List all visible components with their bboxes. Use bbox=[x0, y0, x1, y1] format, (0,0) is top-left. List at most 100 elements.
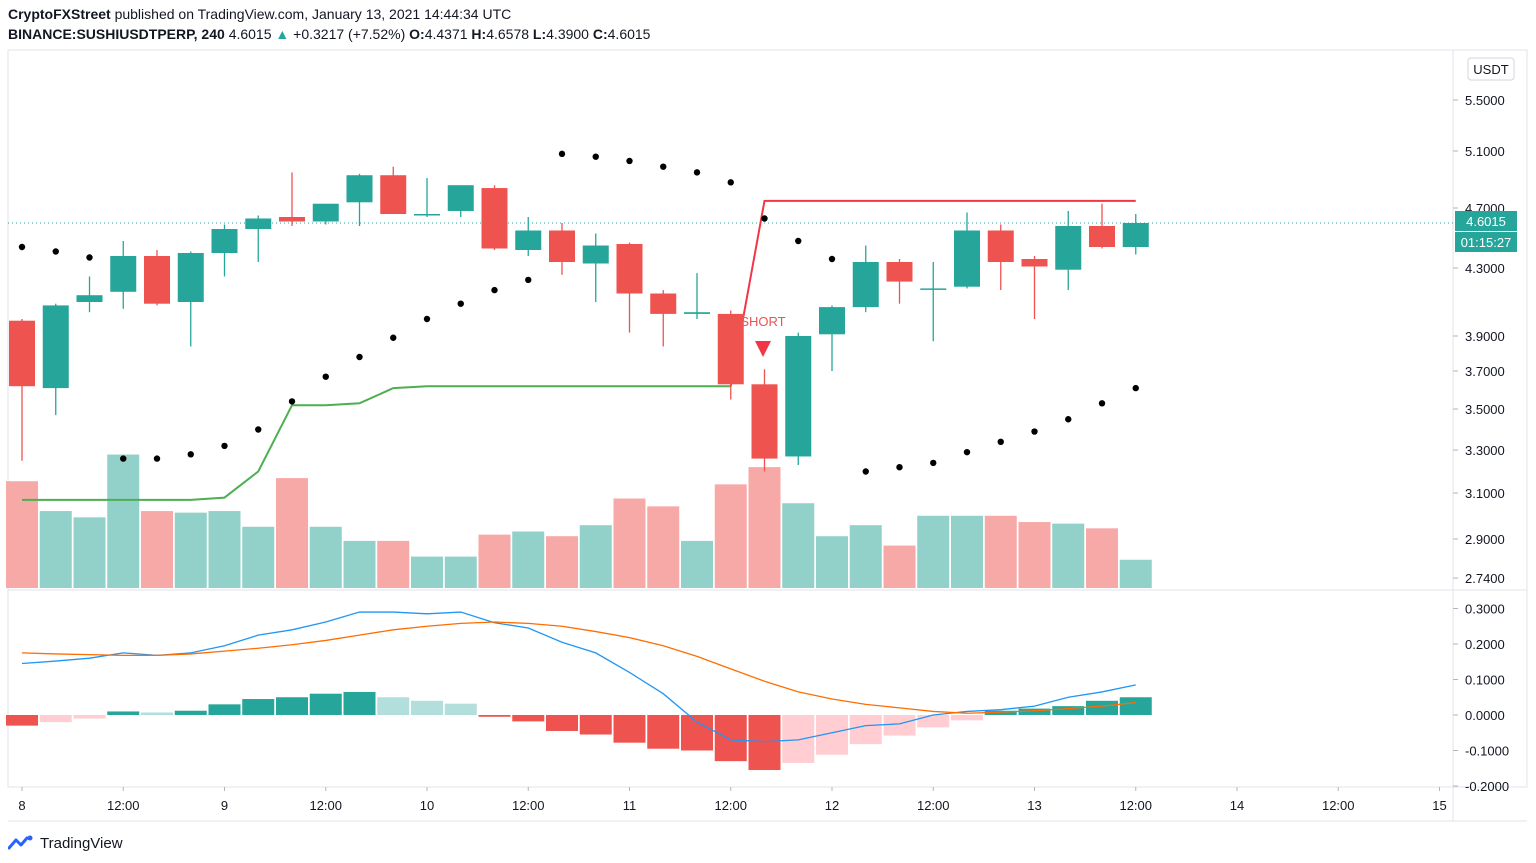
sar-dot bbox=[18, 243, 26, 251]
time-tick-label: 12:00 bbox=[1322, 798, 1355, 813]
sar-dot bbox=[862, 468, 869, 475]
sar-dot bbox=[1031, 428, 1038, 435]
sar-dot bbox=[761, 215, 768, 222]
time-tick-label: 12:00 bbox=[309, 798, 342, 813]
time-tick-label: 10 bbox=[420, 798, 434, 813]
close-value: 4.6015 bbox=[607, 26, 651, 42]
volume-bar bbox=[748, 467, 781, 588]
macd-histogram-bar bbox=[478, 715, 511, 717]
candle-body bbox=[177, 253, 204, 302]
sar-dot bbox=[390, 334, 397, 341]
macd-histogram-bar bbox=[377, 697, 410, 715]
candle-body bbox=[481, 188, 508, 249]
candle-body bbox=[684, 312, 710, 314]
sar-dot bbox=[153, 455, 161, 462]
volume-bar bbox=[849, 525, 882, 588]
macd-histogram-bar bbox=[714, 715, 747, 762]
macd-histogram-bar bbox=[1119, 697, 1152, 715]
candle-body bbox=[414, 214, 440, 216]
volume-bar bbox=[107, 454, 140, 588]
supertrend-lines bbox=[22, 199, 1136, 501]
macd-histogram-bar bbox=[276, 697, 308, 715]
time-axis[interactable]: 8 12:00 9 12:00 10 12:00 11 12:00 12 12:00 13 12:00… bbox=[18, 787, 1447, 813]
candle-body bbox=[549, 230, 575, 262]
low-label: L: bbox=[532, 26, 547, 42]
sar-dot bbox=[457, 300, 464, 307]
macd-histogram-bar bbox=[849, 715, 882, 745]
candle-body bbox=[42, 305, 69, 389]
volume-bar bbox=[546, 536, 578, 588]
macd-histogram-bar bbox=[1052, 706, 1085, 715]
volume-bar bbox=[681, 540, 713, 588]
candle-body bbox=[886, 262, 913, 282]
volume-bar bbox=[39, 511, 72, 588]
currency-box[interactable] bbox=[1467, 57, 1515, 81]
candle-body bbox=[9, 320, 35, 387]
publish-line: CryptoFXStreet published on TradingView.… bbox=[8, 4, 1408, 24]
price-tick-label: 3.9000 bbox=[1465, 329, 1505, 344]
macd-histogram-bar bbox=[1018, 708, 1051, 715]
macd-histogram-bar bbox=[613, 715, 646, 743]
macd-histogram-bar bbox=[242, 699, 275, 715]
candle-body bbox=[751, 384, 778, 459]
tradingview-logo[interactable]: TradingView bbox=[8, 832, 123, 854]
volume-bar bbox=[377, 540, 410, 588]
macd-histogram-bar bbox=[512, 715, 545, 722]
sar-dot bbox=[322, 373, 329, 380]
sar-dot bbox=[963, 448, 971, 456]
macd-tick-label: -0.1000 bbox=[1465, 744, 1509, 759]
macd-histogram-bar bbox=[309, 693, 342, 715]
symbol-label[interactable]: BINANCE:SUSHIUSDTPERP, 240 bbox=[8, 26, 225, 42]
time-tick-label: 15 bbox=[1432, 798, 1446, 813]
low-value: 4.3900 bbox=[546, 26, 589, 42]
candle-body bbox=[144, 256, 170, 304]
candle-body bbox=[616, 244, 643, 294]
candle-body bbox=[987, 230, 1014, 262]
candle-body bbox=[211, 229, 238, 253]
price-change: +0.3217 (+7.52%) bbox=[293, 26, 406, 42]
sar-dot bbox=[491, 286, 498, 294]
short-signal-label: SHORT bbox=[740, 314, 785, 329]
volume-bar bbox=[208, 511, 241, 588]
sar-dot bbox=[525, 276, 532, 284]
time-tick-label: 12:00 bbox=[714, 798, 747, 813]
publisher-name[interactable]: CryptoFXStreet bbox=[8, 6, 111, 22]
candle-body bbox=[1089, 226, 1115, 247]
sar-dot bbox=[626, 157, 633, 165]
macd-histogram-bar bbox=[1086, 700, 1118, 715]
macd-line bbox=[21, 611, 1136, 743]
price-axis[interactable]: 5.50005.10004.70004.30003.90003.70003.50… bbox=[1453, 93, 1505, 586]
sar-dot bbox=[52, 248, 59, 255]
macd-histogram-bar bbox=[579, 715, 612, 735]
volume-bar bbox=[984, 515, 1017, 588]
short-signal-arrow-icon bbox=[755, 341, 771, 357]
supertrend-up-line bbox=[22, 385, 731, 501]
volume-bar bbox=[647, 506, 680, 588]
macd-tick-label: 0.1000 bbox=[1465, 673, 1505, 688]
sar-dot bbox=[828, 255, 836, 263]
sar-dot bbox=[288, 398, 296, 405]
time-tick-label: 12 bbox=[825, 798, 839, 813]
candle-body bbox=[1122, 223, 1149, 247]
candle-body bbox=[954, 230, 980, 287]
macd-tick-label: 0.2000 bbox=[1465, 637, 1505, 652]
volume-bar bbox=[73, 517, 106, 588]
brand-name: TradingView bbox=[40, 834, 123, 852]
candle-body bbox=[582, 245, 609, 264]
candle-body bbox=[279, 217, 305, 222]
sar-dot bbox=[795, 237, 802, 245]
countdown-box bbox=[1455, 232, 1517, 252]
sar-dot bbox=[896, 464, 903, 471]
macd-histogram-bar bbox=[411, 700, 443, 715]
supertrend-down-line bbox=[729, 199, 1136, 387]
candle-body bbox=[852, 262, 879, 308]
volume-bar bbox=[714, 484, 747, 588]
macd-histogram-bar bbox=[748, 715, 781, 771]
macd-histogram-bar bbox=[6, 715, 38, 726]
sar-dot bbox=[423, 315, 431, 323]
macd-axis[interactable]: 0.3000 0.2000 0.1000 0.0000 -0.1000 -0.2000 bbox=[1453, 602, 1509, 795]
candle-body bbox=[346, 175, 373, 203]
candle-body bbox=[1021, 259, 1048, 267]
macd-histogram-bar bbox=[444, 703, 477, 715]
